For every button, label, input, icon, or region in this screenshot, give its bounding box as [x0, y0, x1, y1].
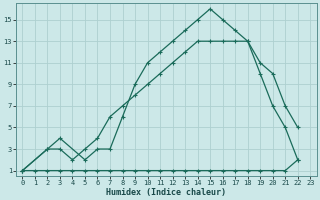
X-axis label: Humidex (Indice chaleur): Humidex (Indice chaleur): [106, 188, 226, 197]
